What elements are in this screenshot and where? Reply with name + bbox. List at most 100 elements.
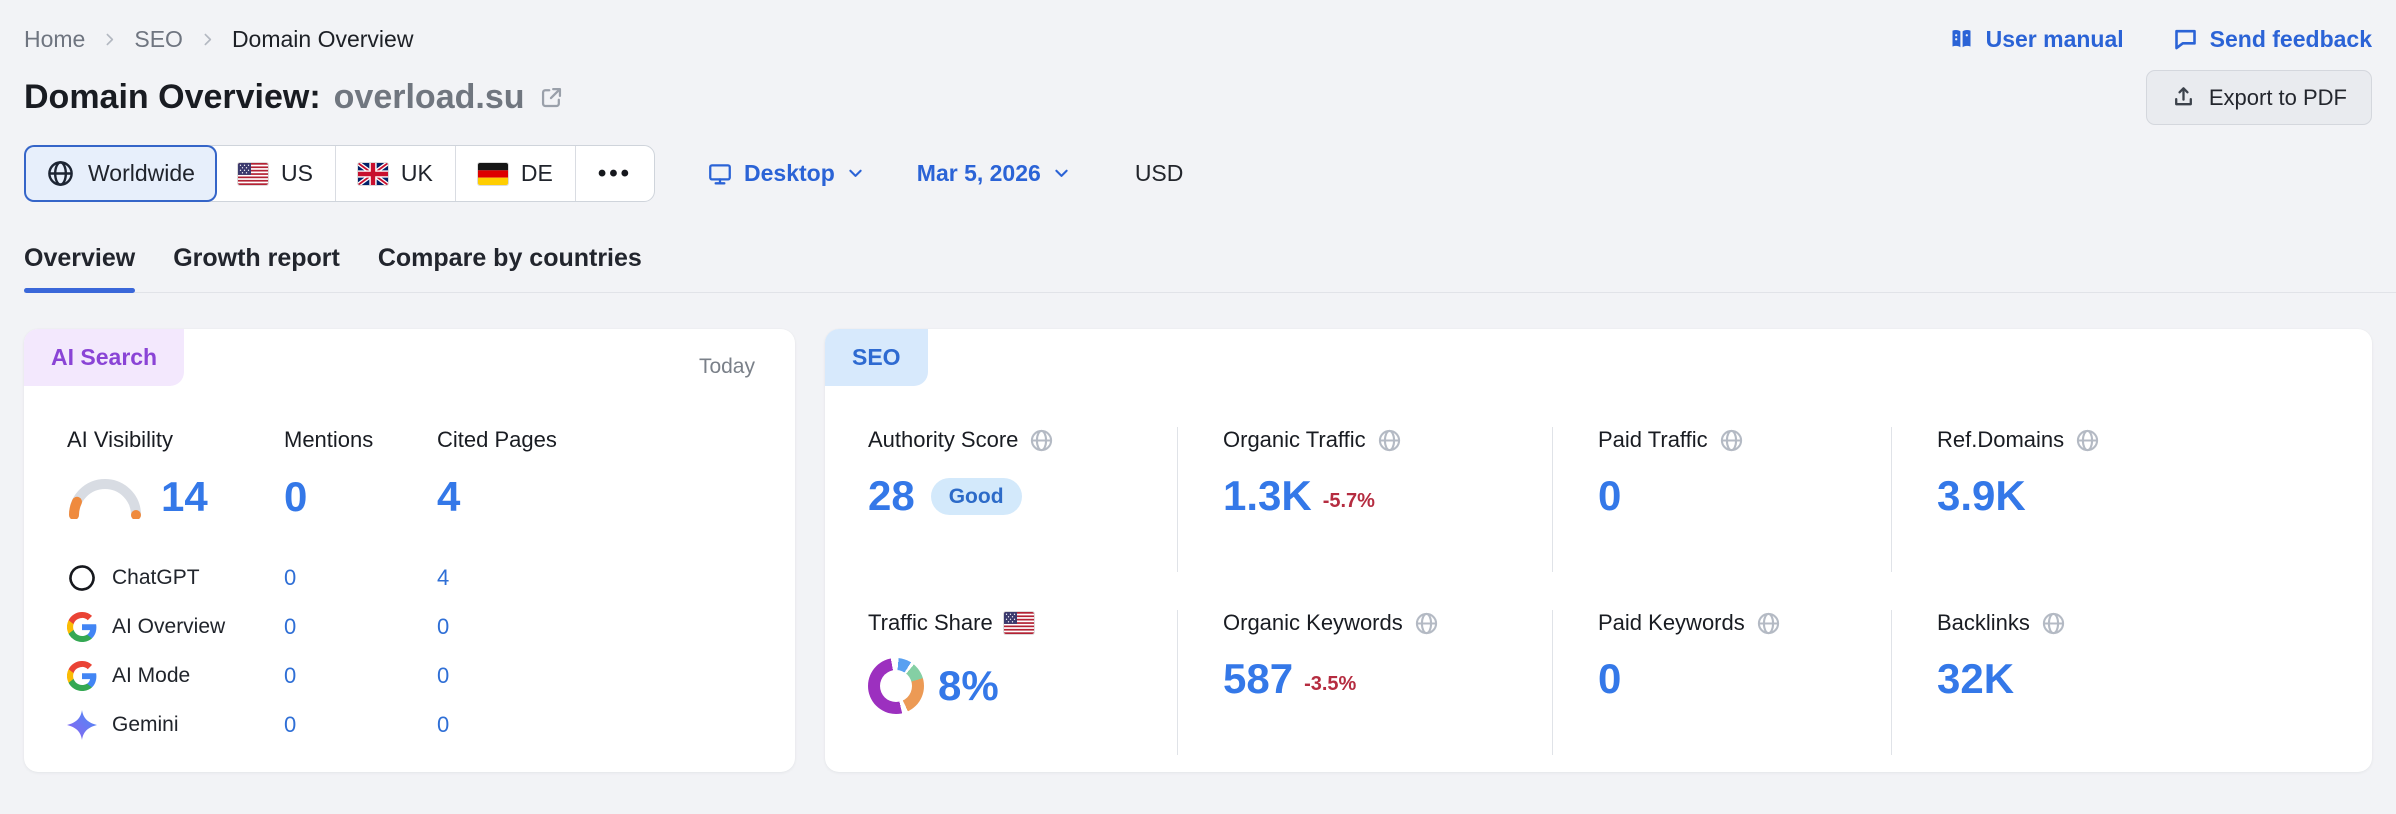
location-uk[interactable]: UK: [334, 146, 455, 201]
row-mentions-value[interactable]: 0: [284, 711, 297, 737]
globe-info-icon: [1377, 428, 1402, 453]
metric-value-row: 3.9K: [1937, 475, 2348, 517]
ellipsis-icon: •••: [597, 159, 633, 187]
metric-value-row: 587 -3.5%: [1223, 658, 1552, 700]
location-de-label: DE: [520, 160, 553, 186]
metric-label: Authority Score: [868, 427, 1019, 452]
page-title-prefix: Domain Overview:: [24, 78, 321, 116]
row-mentions-value[interactable]: 0: [284, 564, 297, 590]
metric-value[interactable]: 0: [1598, 655, 1622, 702]
chevron-down-icon: [846, 164, 865, 183]
breadcrumb: Home SEO Domain Overview: [24, 26, 413, 53]
platform-cell: AI Overview: [67, 612, 284, 642]
seo-metric-grid: Authority Score 28 Good Organic Traffic …: [825, 329, 2372, 755]
device-selector-value: Desktop: [744, 160, 835, 186]
ai-platform-row-ai-overview: AI Overview 0 0: [67, 602, 755, 651]
ai-platform-row-ai-mode: AI Mode 0 0: [67, 651, 755, 700]
tab-growth-report[interactable]: Growth report: [173, 244, 340, 272]
location-de[interactable]: DE: [454, 146, 575, 201]
metric-label-row: Ref.Domains: [1937, 427, 2348, 453]
metric-paid-keywords: Paid Keywords 0: [1552, 610, 1891, 755]
report-tabs: Overview Growth report Compare by countr…: [24, 244, 2396, 293]
tab-compare-by-countries[interactable]: Compare by countries: [377, 244, 642, 272]
page-title-domain: overload.su: [333, 78, 525, 116]
globe-info-icon: [2075, 428, 2100, 453]
location-worldwide-label: Worldwide: [88, 160, 195, 186]
mentions-value[interactable]: 0: [284, 473, 308, 520]
metric-value[interactable]: 28: [868, 472, 915, 519]
google-icon: [67, 661, 97, 691]
metric-value[interactable]: 8%: [938, 662, 999, 709]
ai-search-summary: 14 0 4: [67, 475, 755, 519]
col-ai-visibility: AI Visibility: [67, 427, 173, 452]
metric-label: Organic Traffic: [1223, 427, 1366, 452]
metric-label: Organic Keywords: [1223, 610, 1403, 635]
row-cited-pages-value[interactable]: 0: [437, 613, 450, 639]
chatgpt-icon: [67, 563, 97, 593]
us-flag-icon: [1004, 612, 1034, 634]
device-selector[interactable]: Desktop: [707, 160, 865, 187]
seo-badge: SEO: [825, 329, 928, 386]
user-manual-label: User manual: [1985, 26, 2124, 52]
metric-paid-traffic: Paid Traffic 0: [1552, 427, 1891, 572]
user-manual-link[interactable]: User manual: [1948, 26, 2124, 53]
metric-value[interactable]: 3.9K: [1937, 472, 2026, 519]
tab-overview[interactable]: Overview: [24, 244, 136, 293]
metric-label: Backlinks: [1937, 610, 2030, 635]
location-us-label: US: [280, 160, 313, 186]
row-mentions-value[interactable]: 0: [284, 662, 297, 688]
export-to-pdf-button[interactable]: Export to PDF: [2145, 70, 2372, 125]
metric-value[interactable]: 587: [1223, 655, 1294, 702]
ai-visibility-value[interactable]: 14: [161, 473, 208, 520]
metric-value-row: 0: [1598, 475, 1891, 517]
header-links: User manual Send feedback: [1948, 26, 2372, 53]
external-link-icon[interactable]: [538, 84, 565, 111]
location-more-button[interactable]: •••: [574, 146, 654, 201]
row-mentions-value[interactable]: 0: [284, 613, 297, 639]
feedback-bubble-icon: [2172, 26, 2199, 53]
send-feedback-link[interactable]: Send feedback: [2172, 26, 2372, 53]
ai-platform-row-gemini: Gemini 0 0: [67, 700, 755, 749]
location-segmented-control: Worldwide US UK DE •••: [24, 145, 656, 202]
ai-visibility-metric: 14: [67, 475, 284, 519]
globe-info-icon: [1756, 611, 1781, 636]
chevron-right-icon: [101, 31, 118, 48]
metric-traffic-share: Traffic Share 8%: [868, 610, 1177, 755]
location-worldwide[interactable]: Worldwide: [24, 145, 217, 202]
metric-label-row: Traffic Share: [868, 610, 1177, 636]
overview-cards: AI Search Today AI Visibility Mentions C…: [24, 329, 2372, 772]
traffic-share-donut-chart: [868, 658, 924, 714]
col-mentions: Mentions: [284, 427, 374, 452]
metric-value[interactable]: 32K: [1937, 655, 2015, 702]
metric-value-row: 28 Good: [868, 475, 1177, 517]
ai-search-body: AI Visibility Mentions Cited Pages 14 0 …: [24, 329, 795, 749]
row-cited-pages-value[interactable]: 0: [437, 711, 450, 737]
metric-value-row: 32K: [1937, 658, 2348, 700]
date-selector[interactable]: Mar 5, 2026: [917, 160, 1071, 187]
col-cited-pages: Cited Pages: [437, 427, 557, 452]
breadcrumb-seo[interactable]: SEO: [134, 26, 183, 52]
ai-search-period: Today: [698, 355, 755, 378]
metric-value[interactable]: 1.3K: [1223, 472, 1312, 519]
breadcrumb-home[interactable]: Home: [24, 26, 86, 52]
title-bar: Domain Overview: overload.su Export to P…: [24, 70, 2372, 125]
platform-label: ChatGPT: [112, 565, 200, 589]
chevron-down-icon: [1052, 164, 1071, 183]
row-cited-pages-value[interactable]: 4: [437, 564, 450, 590]
ai-visibility-gauge: [69, 479, 141, 519]
location-us[interactable]: US: [216, 146, 335, 201]
metric-value[interactable]: 0: [1598, 472, 1622, 519]
platform-label: Gemini: [112, 712, 179, 736]
ai-search-card: AI Search Today AI Visibility Mentions C…: [24, 329, 795, 772]
seo-card: SEO Authority Score 28 Good Organic Traf…: [825, 329, 2372, 772]
chevron-right-icon: [199, 31, 216, 48]
cited-pages-value[interactable]: 4: [437, 473, 461, 520]
metric-organic-keywords: Organic Keywords 587 -3.5%: [1177, 610, 1552, 755]
globe-info-icon: [1029, 428, 1054, 453]
row-cited-pages-value[interactable]: 0: [437, 662, 450, 688]
metric-value-row: 8%: [868, 658, 1177, 714]
location-uk-label: UK: [400, 160, 433, 186]
gemini-icon: [67, 710, 97, 740]
metric-label: Ref.Domains: [1937, 427, 2065, 452]
